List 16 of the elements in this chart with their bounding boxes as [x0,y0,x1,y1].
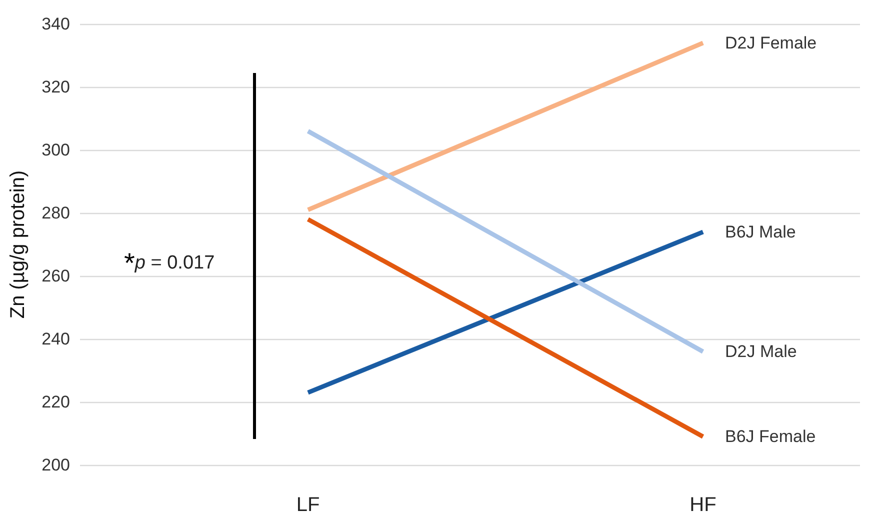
series-label: D2J Female [725,33,817,52]
x-tick-label: HF [690,494,716,516]
y-tick-label: 260 [42,266,70,286]
x-tick-label: LF [296,494,320,516]
y-axis-title: Zn (µg/g protein) [7,170,29,319]
y-tick-label: 340 [42,14,70,34]
y-tick-label: 240 [42,330,70,348]
y-tick-label: 280 [42,204,70,222]
y-tick-label: 220 [42,392,70,412]
series-label: B6J Female [725,427,816,446]
annotation: *p = 0.017 [124,247,215,278]
y-tick-label: 200 [42,456,70,474]
series-label: B6J Male [725,222,796,242]
y-tick-label: 320 [42,78,70,96]
series-label: D2J Male [725,342,797,362]
y-tick-label: 300 [42,140,70,160]
